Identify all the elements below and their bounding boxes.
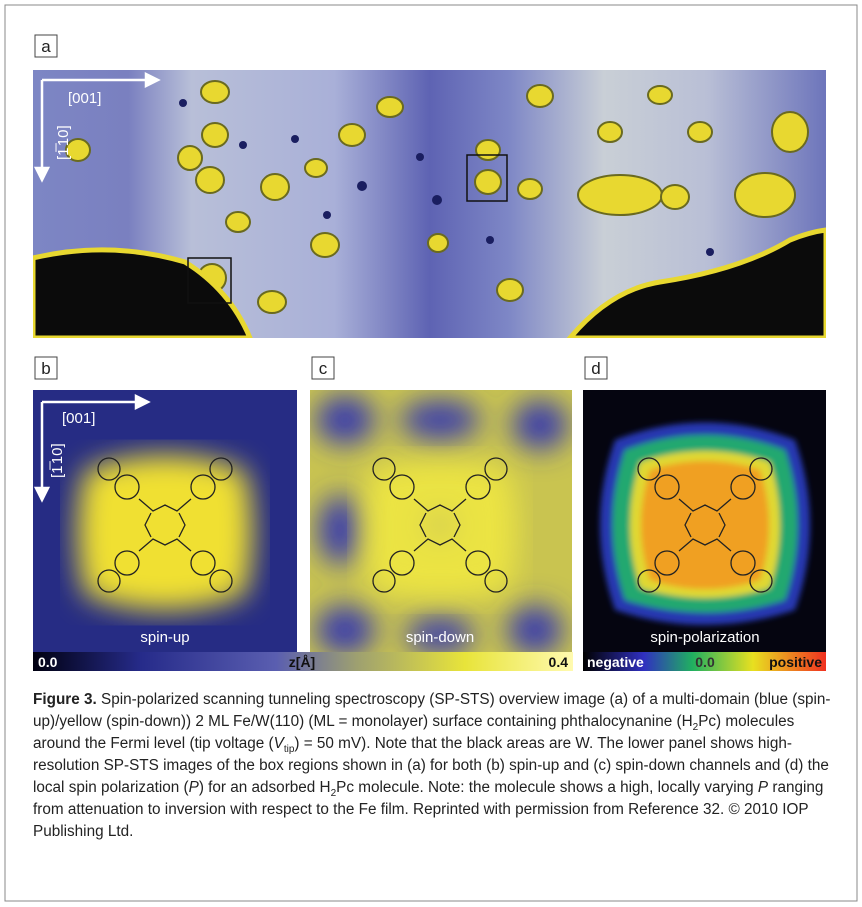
panel-label: d — [591, 359, 600, 378]
stm-image-b — [33, 390, 297, 652]
axis-label: [1̅ 10] — [49, 443, 66, 478]
caption-italic: P — [758, 779, 768, 796]
caption-text: ) for an adsorbed H — [199, 779, 331, 796]
axis-label: [001] — [68, 90, 101, 107]
panel-label: c — [319, 359, 328, 378]
figure-page: a [001] [1̅ 10] — [0, 0, 862, 907]
colorbar-label: 0.0 — [38, 654, 58, 670]
panel-label: b — [41, 359, 50, 378]
colorbar-label: negative — [587, 654, 644, 670]
image-label: spin-up — [140, 629, 189, 646]
caption-italic: P — [189, 779, 199, 796]
axis-label: [1̅ 10] — [55, 125, 72, 160]
colorbar-label: 0.4 — [549, 654, 569, 670]
stm-image-c — [310, 390, 572, 655]
stm-image-a — [33, 70, 826, 338]
colorbar-label: 0.0 — [695, 654, 715, 670]
image-label: spin-polarization — [650, 629, 759, 646]
caption-italic: V — [274, 735, 284, 752]
colorbar-label: z[Å] — [289, 654, 315, 670]
caption-sub: tip — [284, 744, 295, 755]
figure-caption: Figure 3. Spin-polarized scanning tunnel… — [33, 689, 833, 843]
colorbar-label: positive — [769, 654, 822, 670]
stm-image-d — [583, 390, 826, 652]
caption-title: Figure 3. — [33, 691, 97, 708]
axis-label: [001] — [62, 410, 95, 427]
panel-label: a — [41, 37, 51, 56]
caption-text: Pc molecule. Note: the molecule shows a … — [336, 779, 758, 796]
image-label: spin-down — [406, 629, 474, 646]
